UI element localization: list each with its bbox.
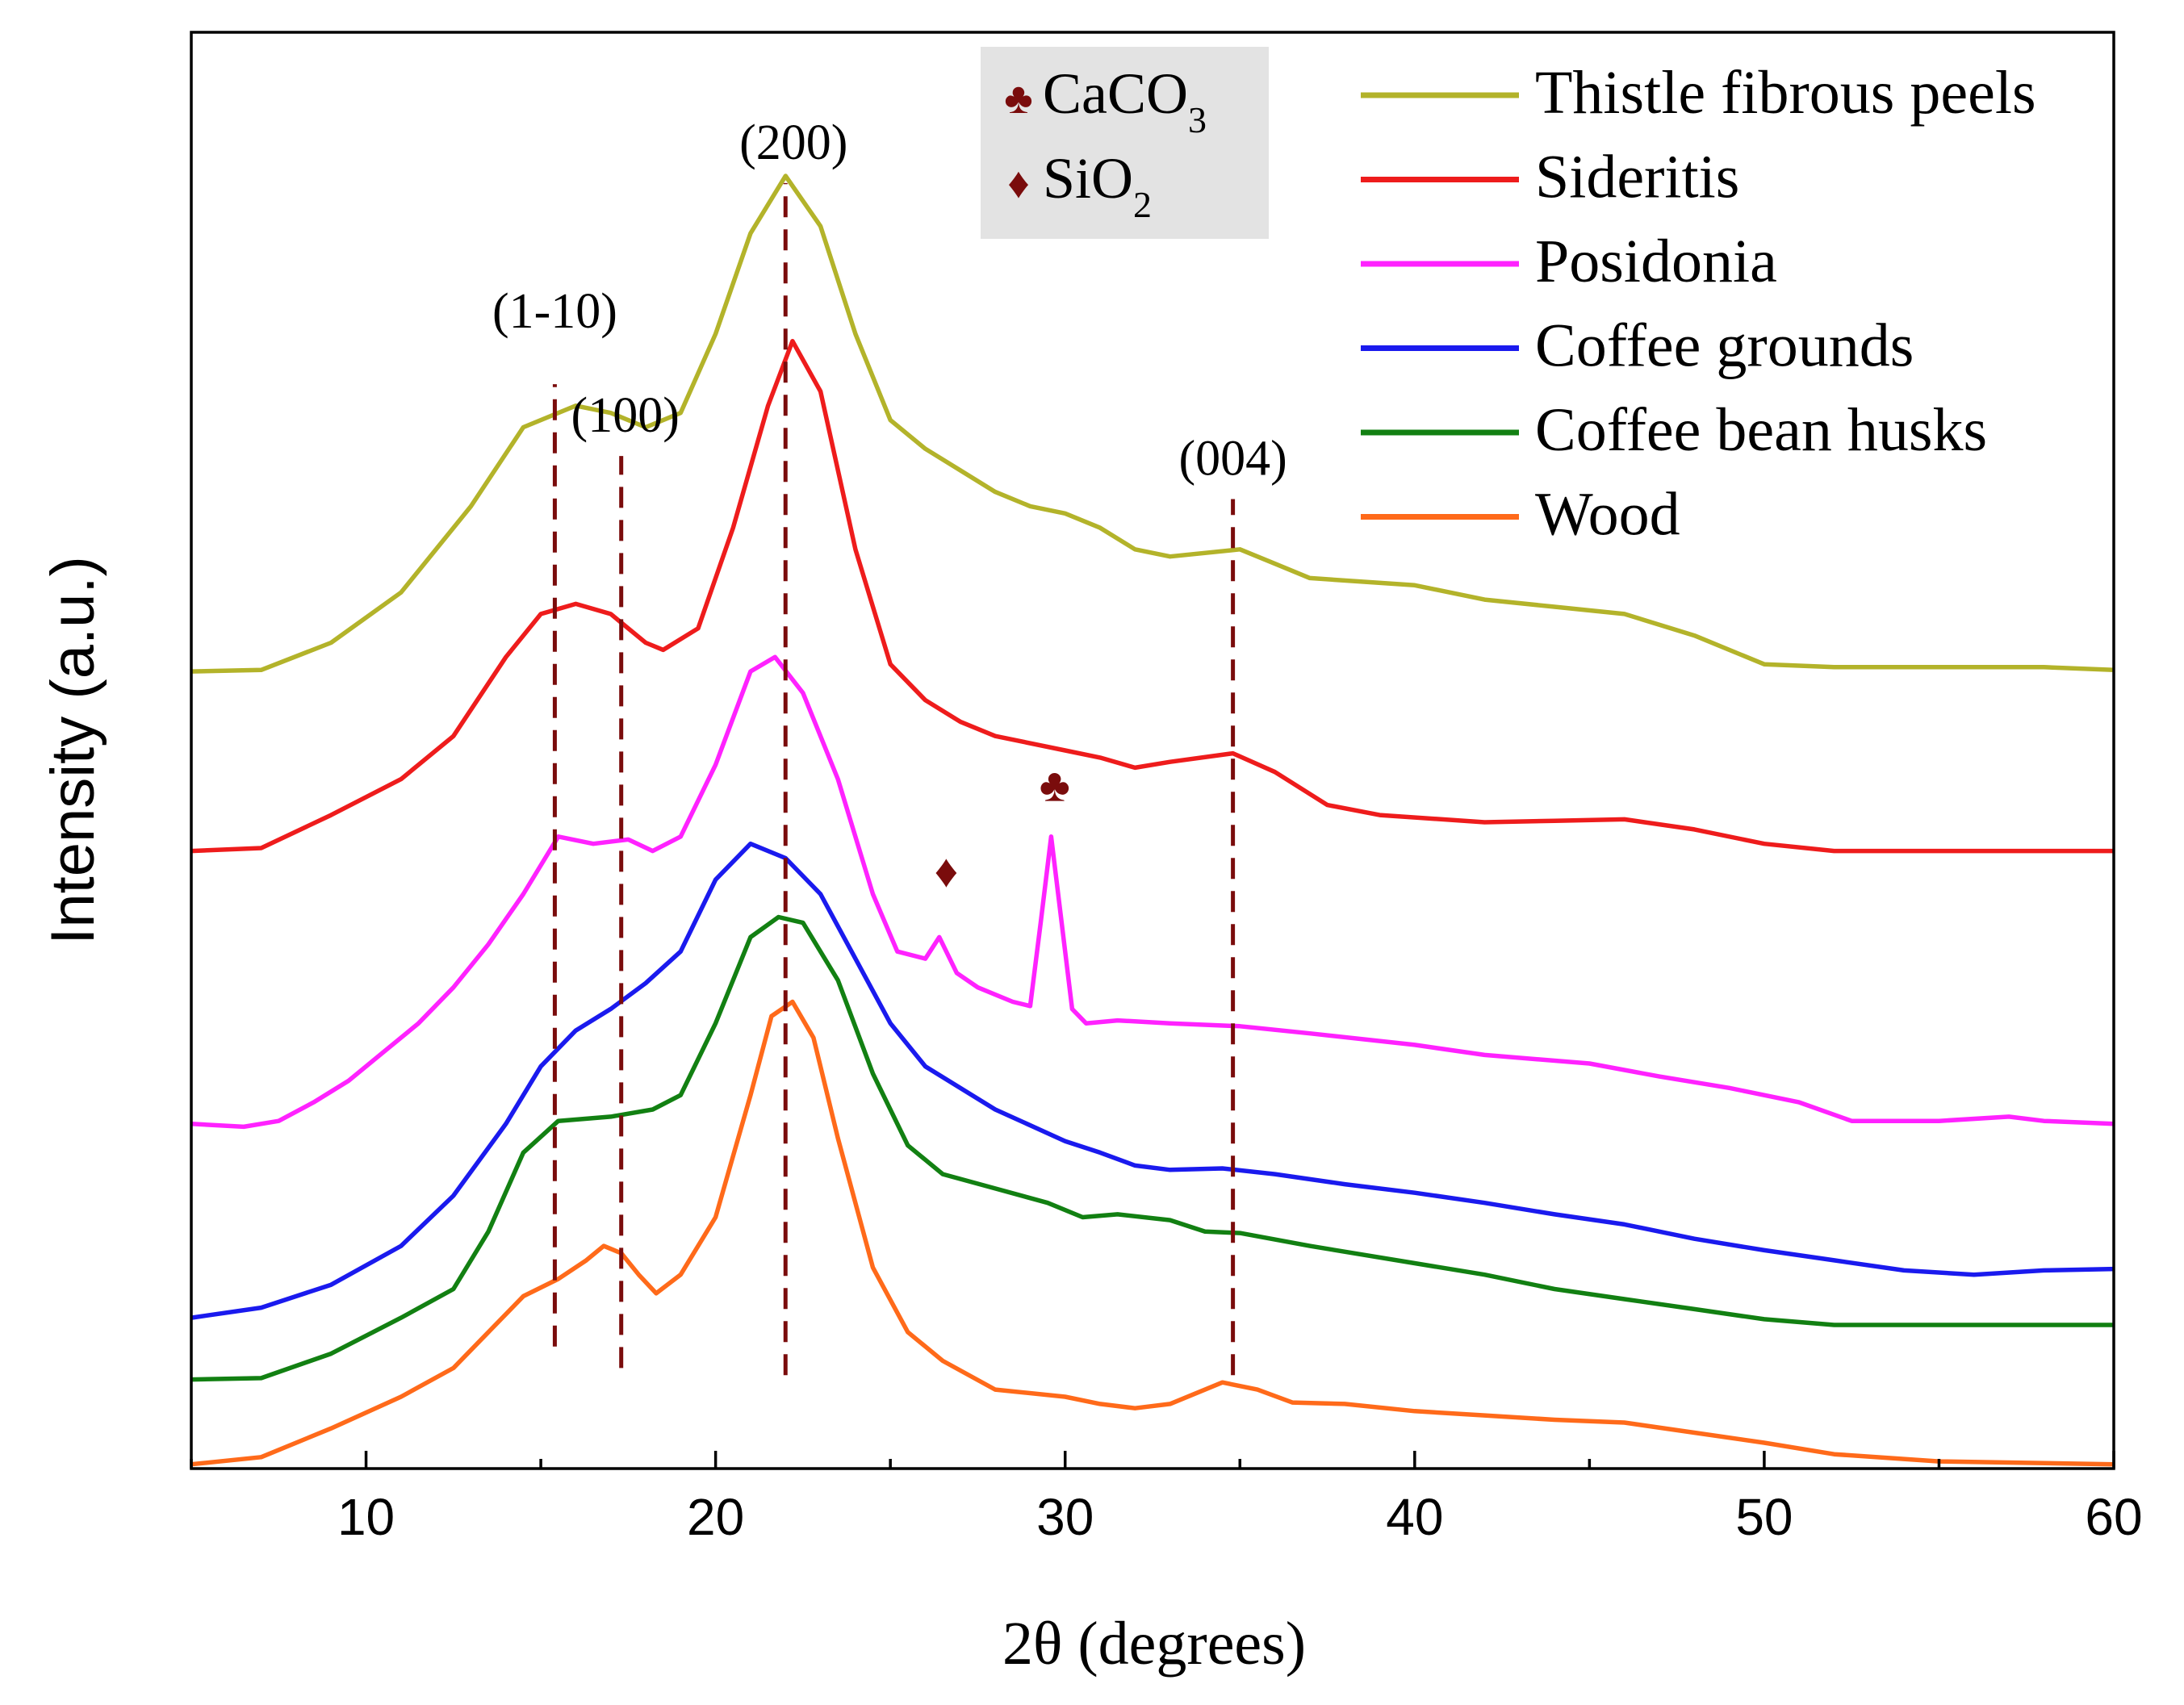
reference-label-100: (100) bbox=[571, 388, 680, 443]
phase-markers: ♣♦ bbox=[935, 758, 1070, 897]
x-tick-label-40: 40 bbox=[1386, 1488, 1443, 1546]
x-tick-label-20: 20 bbox=[687, 1488, 744, 1546]
series-line-coffee-bean-husks bbox=[190, 914, 2114, 1382]
reference-label-004: (004) bbox=[1178, 432, 1287, 487]
x-tick-label-60: 60 bbox=[2085, 1488, 2142, 1546]
series-line-coffee-grounds bbox=[190, 841, 2115, 1320]
reference-labels: (1-10) (100) (200) (004) bbox=[492, 115, 1287, 487]
phase-legend-box bbox=[981, 47, 1269, 239]
phase-legend-symbol-caco3: ♣ bbox=[1004, 74, 1032, 123]
legend-label-coffee-grounds: Coffee grounds bbox=[1535, 312, 1914, 380]
phase-marker-sio2: ♦ bbox=[935, 845, 959, 897]
phase-legend-label-caco3: CaCO3 bbox=[1043, 61, 1207, 140]
phase-legend-label-sio2: SiO2 bbox=[1043, 146, 1152, 225]
plot-area bbox=[190, 173, 2115, 1467]
legend-label-sideritis: Sideritis bbox=[1535, 144, 1739, 211]
legend-label-thistle-fibrous-peels: Thistle fibrous peels bbox=[1535, 59, 2036, 127]
plot-frame bbox=[190, 31, 2115, 1470]
x-tick-label-10: 10 bbox=[337, 1488, 395, 1546]
series-line-sideritis bbox=[190, 338, 2114, 854]
x-axis-tick-labels: 10 20 30 40 50 60 bbox=[337, 1488, 2143, 1546]
series-line-thistle-fibrous-peels bbox=[190, 173, 2115, 674]
phase-marker-caco3: ♣ bbox=[1040, 758, 1070, 811]
legend-label-wood: Wood bbox=[1535, 481, 1680, 549]
x-axis-ticks bbox=[190, 1451, 2115, 1469]
y-axis-label: Intensity (a.u.) bbox=[39, 556, 107, 945]
legend-label-posidonia: Posidonia bbox=[1535, 228, 1777, 295]
phase-legend-symbol-sio2: ♦ bbox=[1007, 159, 1030, 207]
reference-label-1-10: (1-10) bbox=[492, 284, 617, 339]
phase-legend: ♣ CaCO3 ♦ SiO2 bbox=[981, 47, 1269, 239]
series-line-wood bbox=[190, 999, 2115, 1467]
x-tick-label-50: 50 bbox=[1735, 1488, 1793, 1546]
series-line-posidonia bbox=[190, 654, 2115, 1130]
x-tick-label-30: 30 bbox=[1036, 1488, 1094, 1546]
reference-label-200: (200) bbox=[739, 115, 847, 170]
legend-label-coffee-bean-husks: Coffee bean husks bbox=[1535, 396, 1987, 464]
x-axis-label: 2θ (degrees) bbox=[1002, 1610, 1306, 1678]
series-legend: Thistle fibrous peels Sideritis Posidonia C… bbox=[1361, 59, 2036, 549]
reference-lines bbox=[552, 182, 1236, 1376]
